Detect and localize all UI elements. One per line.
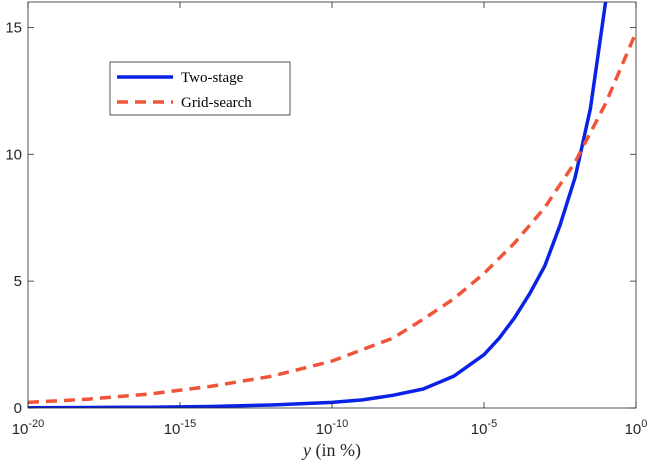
x-tick-base: 10 [471, 421, 488, 438]
x-tick-base: 10 [625, 421, 642, 438]
x-tick-exponent: -5 [487, 418, 497, 430]
x-axis-title-variable: y [301, 440, 311, 460]
x-tick-base: 10 [316, 421, 333, 438]
legend-box [109, 61, 291, 116]
x-tick-label: 100 [625, 418, 648, 438]
x-tick-exponent: -20 [28, 418, 44, 430]
legend-label-grid-search: Grid-search [181, 95, 252, 111]
x-tick-label: 10-10 [316, 418, 349, 438]
x-tick-base: 10 [164, 421, 181, 438]
x-tick-exponent: -10 [332, 418, 348, 430]
x-tick-exponent: -15 [180, 418, 196, 430]
x-axis-title-rest: (in %) [311, 440, 361, 461]
x-tick-label: 10-5 [471, 418, 497, 438]
legend: Two-stage Grid-search [109, 61, 291, 116]
series-line-grid-search [28, 31, 636, 405]
x-tick-exponent: 0 [641, 418, 647, 430]
series-layer [28, 2, 636, 408]
x-axis-title: y (in %) [301, 440, 361, 461]
y-tick-label: 15 [5, 19, 22, 36]
series-line-two-stage [28, 2, 608, 408]
y-tick-label: 0 [14, 400, 22, 417]
legend-label-two-stage: Two-stage [181, 70, 244, 86]
x-tick-base: 10 [12, 421, 29, 438]
x-tick-label: 10-15 [164, 418, 197, 438]
y-tick-label: 10 [5, 146, 22, 163]
x-tick-label: 10-20 [12, 418, 45, 438]
y-tick-label: 5 [14, 273, 22, 290]
